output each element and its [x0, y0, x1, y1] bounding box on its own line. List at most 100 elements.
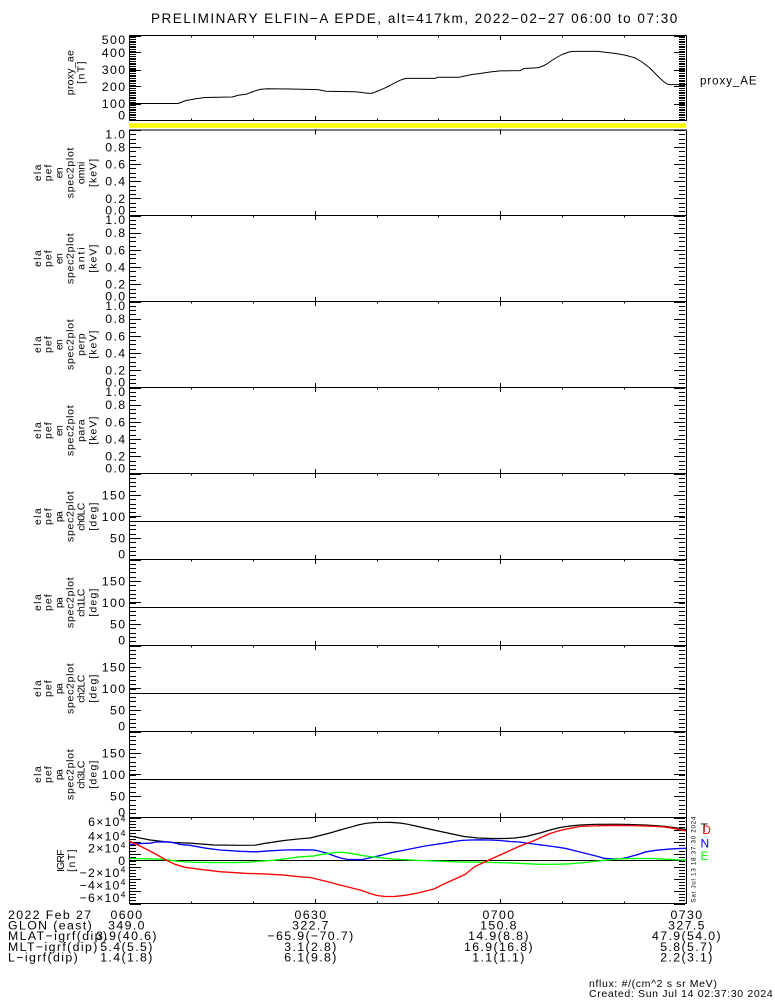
- svg-text:0.8: 0.8: [105, 312, 126, 326]
- svg-text:IGRF: IGRF: [55, 849, 67, 872]
- svg-text:ela: ela: [32, 250, 44, 267]
- svg-text:spec2plot: spec2plot: [65, 319, 77, 370]
- svg-text:1.1(1.1): 1.1(1.1): [472, 950, 526, 964]
- svg-text:16.9(16.8): 16.9(16.8): [464, 940, 534, 954]
- svg-text:en: en: [54, 167, 66, 178]
- svg-text:0.6: 0.6: [105, 415, 126, 429]
- svg-text:para: para: [76, 419, 88, 442]
- svg-text:en: en: [54, 253, 66, 264]
- svg-text:200: 200: [102, 80, 127, 94]
- svg-text:[deg]: [deg]: [88, 760, 100, 788]
- svg-text:5.8(5.7): 5.8(5.7): [660, 940, 714, 954]
- svg-text:0.2: 0.2: [105, 364, 126, 378]
- svg-text:0: 0: [118, 109, 126, 123]
- svg-text:3.1(2.8): 3.1(2.8): [284, 940, 338, 954]
- svg-text:[deg]: [deg]: [88, 588, 100, 616]
- svg-text:0.0: 0.0: [105, 290, 126, 304]
- svg-text:spec2plot: spec2plot: [65, 749, 77, 800]
- svg-text:0.6: 0.6: [105, 329, 126, 343]
- svg-text:0.6: 0.6: [105, 243, 126, 257]
- svg-text:ela: ela: [32, 164, 44, 181]
- svg-text:en: en: [54, 339, 66, 350]
- svg-text:0.2: 0.2: [105, 192, 126, 206]
- svg-text:proxy_ae: proxy_ae: [65, 50, 77, 95]
- svg-text:1.0: 1.0: [105, 127, 126, 141]
- svg-text:ela: ela: [32, 422, 44, 439]
- svg-text:50: 50: [110, 617, 126, 631]
- svg-text:150: 150: [102, 488, 127, 502]
- svg-text:0700: 0700: [483, 908, 516, 922]
- svg-text:100: 100: [102, 768, 127, 782]
- svg-text:anti: anti: [76, 247, 88, 270]
- svg-text:0.8: 0.8: [105, 226, 126, 240]
- svg-text:1.0: 1.0: [105, 385, 126, 399]
- svg-text:5.4(5.5): 5.4(5.5): [100, 940, 154, 954]
- svg-text:ela: ela: [32, 680, 44, 697]
- svg-text:ch1LC: ch1LC: [76, 588, 88, 617]
- svg-text:spec2plot: spec2plot: [65, 577, 77, 628]
- svg-text:GLON (east): GLON (east): [8, 919, 93, 933]
- svg-text:47.9(54.0): 47.9(54.0): [652, 929, 722, 943]
- svg-text:150: 150: [102, 574, 127, 588]
- svg-text:−6×104: −6×104: [80, 889, 127, 905]
- svg-text:50: 50: [110, 531, 126, 545]
- svg-text:proxy_AE: proxy_AE: [700, 76, 758, 88]
- svg-text:2×104: 2×104: [88, 840, 126, 856]
- svg-text:Created: Sun Jul 14 02:37:30 2: Created: Sun Jul 14 02:37:30 2024: [589, 988, 773, 1000]
- svg-text:0.8: 0.8: [105, 398, 126, 412]
- svg-text:0.2: 0.2: [105, 278, 126, 292]
- svg-text:2022 Feb 27: 2022 Feb 27: [8, 908, 92, 922]
- svg-text:ela: ela: [32, 508, 44, 525]
- svg-text:349.0: 349.0: [108, 919, 146, 933]
- svg-text:3.9(40.6): 3.9(40.6): [96, 929, 158, 943]
- svg-text:omni: omni: [76, 161, 88, 184]
- svg-text:MLAT−igrf(dip): MLAT−igrf(dip): [8, 929, 108, 943]
- svg-text:−2×104: −2×104: [80, 865, 127, 881]
- svg-text:D: D: [702, 823, 711, 837]
- svg-text:0.4: 0.4: [105, 433, 126, 447]
- svg-text:0.4: 0.4: [105, 261, 126, 275]
- svg-text:6.1(9.8): 6.1(9.8): [284, 950, 338, 964]
- svg-text:1.0: 1.0: [105, 213, 126, 227]
- svg-text:327.5: 327.5: [668, 919, 706, 933]
- svg-text:0.0: 0.0: [105, 462, 126, 476]
- svg-text:100: 100: [102, 510, 127, 524]
- svg-text:pef: pef: [43, 250, 55, 267]
- svg-text:en: en: [54, 425, 66, 436]
- svg-text:0: 0: [118, 634, 126, 648]
- svg-text:N: N: [701, 837, 710, 851]
- svg-text:Sat Jul 13 18:37:30 2024: Sat Jul 13 18:37:30 2024: [690, 816, 697, 902]
- svg-text:4×104: 4×104: [88, 828, 126, 844]
- svg-text:150: 150: [102, 746, 127, 760]
- svg-text:0.0: 0.0: [105, 204, 126, 218]
- svg-text:[nT]: [nT]: [76, 61, 88, 84]
- svg-text:−65.9(−70.7): −65.9(−70.7): [267, 929, 354, 943]
- svg-text:[keV]: [keV]: [88, 416, 100, 444]
- svg-text:spec2plot: spec2plot: [65, 233, 77, 284]
- svg-text:ch2LC: ch2LC: [76, 674, 88, 703]
- svg-text:100: 100: [102, 682, 127, 696]
- svg-text:E: E: [701, 849, 709, 863]
- svg-text:50: 50: [110, 789, 126, 803]
- svg-text:ela: ela: [32, 336, 44, 353]
- svg-text:322.7: 322.7: [292, 919, 330, 933]
- svg-text:0.0: 0.0: [105, 376, 126, 390]
- svg-text:0.4: 0.4: [105, 175, 126, 189]
- svg-text:pef: pef: [43, 422, 55, 439]
- svg-text:L−igrf(dip): L−igrf(dip): [8, 950, 79, 964]
- svg-text:2.2(3.1): 2.2(3.1): [660, 950, 714, 964]
- svg-text:400: 400: [102, 46, 127, 60]
- svg-text:spec2plot: spec2plot: [65, 405, 77, 456]
- svg-text:−4×104: −4×104: [80, 877, 127, 893]
- svg-text:pef: pef: [43, 508, 55, 525]
- svg-text:pef: pef: [43, 164, 55, 181]
- svg-text:50: 50: [110, 703, 126, 717]
- svg-text:300: 300: [102, 63, 127, 77]
- svg-text:[keV]: [keV]: [88, 330, 100, 358]
- svg-text:0730: 0730: [671, 908, 704, 922]
- svg-text:0: 0: [118, 806, 126, 820]
- svg-text:spec2plot: spec2plot: [65, 663, 77, 714]
- svg-text:perp: perp: [76, 333, 88, 356]
- svg-text:spec2plot: spec2plot: [65, 147, 77, 198]
- svg-text:150.8: 150.8: [480, 919, 518, 933]
